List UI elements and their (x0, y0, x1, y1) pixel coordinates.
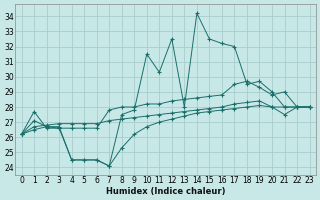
X-axis label: Humidex (Indice chaleur): Humidex (Indice chaleur) (106, 187, 225, 196)
